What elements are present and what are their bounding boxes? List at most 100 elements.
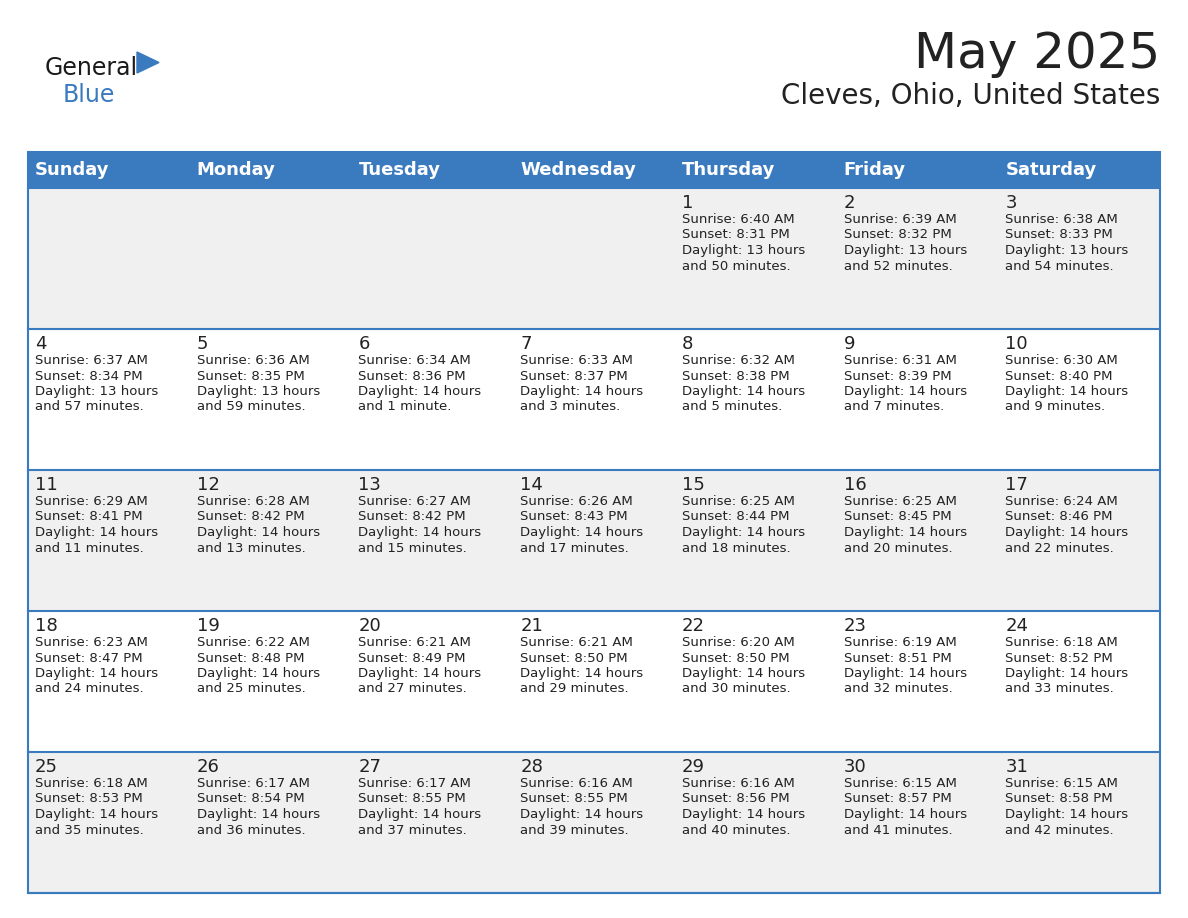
Text: 25: 25 [34, 758, 58, 776]
Text: 1: 1 [682, 194, 694, 212]
Text: Sunrise: 6:38 AM: Sunrise: 6:38 AM [1005, 213, 1118, 226]
Text: Sunrise: 6:37 AM: Sunrise: 6:37 AM [34, 354, 147, 367]
Bar [29, 152, 1159, 893]
Text: and 5 minutes.: and 5 minutes. [682, 400, 782, 413]
Text: and 54 minutes.: and 54 minutes. [1005, 260, 1114, 273]
Text: Sunset: 8:39 PM: Sunset: 8:39 PM [843, 370, 952, 383]
Text: Sunset: 8:42 PM: Sunset: 8:42 PM [359, 510, 466, 523]
Text: Daylight: 14 hours: Daylight: 14 hours [34, 526, 158, 539]
Text: 15: 15 [682, 476, 704, 494]
Text: and 24 minutes.: and 24 minutes. [34, 682, 144, 696]
Bar [29, 329, 1159, 470]
Text: Sunday: Sunday [34, 161, 109, 179]
Text: Sunset: 8:44 PM: Sunset: 8:44 PM [682, 510, 789, 523]
Text: and 27 minutes.: and 27 minutes. [359, 682, 467, 696]
Text: Sunrise: 6:21 AM: Sunrise: 6:21 AM [359, 636, 472, 649]
Text: and 7 minutes.: and 7 minutes. [843, 400, 943, 413]
Text: Sunrise: 6:26 AM: Sunrise: 6:26 AM [520, 495, 633, 508]
Text: and 22 minutes.: and 22 minutes. [1005, 542, 1114, 554]
Text: 7: 7 [520, 335, 532, 353]
Text: Sunset: 8:47 PM: Sunset: 8:47 PM [34, 652, 143, 665]
Text: Daylight: 14 hours: Daylight: 14 hours [197, 667, 320, 680]
Text: 29: 29 [682, 758, 704, 776]
Text: General: General [45, 56, 138, 80]
Text: 31: 31 [1005, 758, 1028, 776]
Bar [29, 752, 1159, 893]
Text: and 29 minutes.: and 29 minutes. [520, 682, 628, 696]
Text: and 18 minutes.: and 18 minutes. [682, 542, 790, 554]
Text: 28: 28 [520, 758, 543, 776]
Text: Sunset: 8:57 PM: Sunset: 8:57 PM [843, 792, 952, 805]
Text: Daylight: 14 hours: Daylight: 14 hours [197, 808, 320, 821]
Text: Sunset: 8:54 PM: Sunset: 8:54 PM [197, 792, 304, 805]
Text: Daylight: 14 hours: Daylight: 14 hours [1005, 667, 1129, 680]
Text: Monday: Monday [197, 161, 276, 179]
Text: Sunset: 8:48 PM: Sunset: 8:48 PM [197, 652, 304, 665]
Text: Sunrise: 6:40 AM: Sunrise: 6:40 AM [682, 213, 795, 226]
Text: Daylight: 14 hours: Daylight: 14 hours [520, 526, 643, 539]
Text: Daylight: 14 hours: Daylight: 14 hours [682, 808, 805, 821]
Text: Daylight: 14 hours: Daylight: 14 hours [520, 808, 643, 821]
Text: Sunrise: 6:34 AM: Sunrise: 6:34 AM [359, 354, 472, 367]
Text: Daylight: 13 hours: Daylight: 13 hours [197, 385, 320, 398]
Text: Daylight: 14 hours: Daylight: 14 hours [1005, 808, 1129, 821]
Text: and 32 minutes.: and 32 minutes. [843, 682, 953, 696]
Text: Saturday: Saturday [1005, 161, 1097, 179]
Text: 12: 12 [197, 476, 220, 494]
Text: 27: 27 [359, 758, 381, 776]
Text: Sunrise: 6:24 AM: Sunrise: 6:24 AM [1005, 495, 1118, 508]
Text: 3: 3 [1005, 194, 1017, 212]
Text: 20: 20 [359, 617, 381, 635]
Text: Sunrise: 6:20 AM: Sunrise: 6:20 AM [682, 636, 795, 649]
Text: Sunrise: 6:23 AM: Sunrise: 6:23 AM [34, 636, 147, 649]
Text: Daylight: 14 hours: Daylight: 14 hours [359, 385, 481, 398]
Text: 6: 6 [359, 335, 369, 353]
Text: 9: 9 [843, 335, 855, 353]
Text: Sunrise: 6:16 AM: Sunrise: 6:16 AM [682, 777, 795, 790]
Text: Sunrise: 6:18 AM: Sunrise: 6:18 AM [34, 777, 147, 790]
Text: Sunrise: 6:36 AM: Sunrise: 6:36 AM [197, 354, 309, 367]
Text: Daylight: 13 hours: Daylight: 13 hours [682, 244, 805, 257]
Text: Sunset: 8:36 PM: Sunset: 8:36 PM [359, 370, 466, 383]
Text: Wednesday: Wednesday [520, 161, 636, 179]
Polygon shape [137, 52, 159, 73]
Text: and 11 minutes.: and 11 minutes. [34, 542, 144, 554]
Text: Sunrise: 6:29 AM: Sunrise: 6:29 AM [34, 495, 147, 508]
Text: Sunset: 8:40 PM: Sunset: 8:40 PM [1005, 370, 1113, 383]
Text: 4: 4 [34, 335, 46, 353]
Text: 16: 16 [843, 476, 866, 494]
Text: and 36 minutes.: and 36 minutes. [197, 823, 305, 836]
Text: Sunrise: 6:17 AM: Sunrise: 6:17 AM [197, 777, 310, 790]
Text: Daylight: 14 hours: Daylight: 14 hours [843, 526, 967, 539]
Text: Sunset: 8:42 PM: Sunset: 8:42 PM [197, 510, 304, 523]
Text: 30: 30 [843, 758, 866, 776]
Text: and 25 minutes.: and 25 minutes. [197, 682, 305, 696]
Text: Sunset: 8:49 PM: Sunset: 8:49 PM [359, 652, 466, 665]
Text: Sunset: 8:38 PM: Sunset: 8:38 PM [682, 370, 790, 383]
Text: Daylight: 14 hours: Daylight: 14 hours [359, 526, 481, 539]
Text: Daylight: 14 hours: Daylight: 14 hours [682, 667, 805, 680]
Text: Sunset: 8:31 PM: Sunset: 8:31 PM [682, 229, 790, 241]
Text: Sunrise: 6:39 AM: Sunrise: 6:39 AM [843, 213, 956, 226]
Text: 14: 14 [520, 476, 543, 494]
Text: Sunset: 8:52 PM: Sunset: 8:52 PM [1005, 652, 1113, 665]
Text: Thursday: Thursday [682, 161, 776, 179]
Text: and 52 minutes.: and 52 minutes. [843, 260, 953, 273]
Text: Sunrise: 6:27 AM: Sunrise: 6:27 AM [359, 495, 472, 508]
Text: Sunset: 8:33 PM: Sunset: 8:33 PM [1005, 229, 1113, 241]
Text: 18: 18 [34, 617, 58, 635]
Text: Sunrise: 6:25 AM: Sunrise: 6:25 AM [682, 495, 795, 508]
Text: Sunset: 8:58 PM: Sunset: 8:58 PM [1005, 792, 1113, 805]
Text: Sunrise: 6:16 AM: Sunrise: 6:16 AM [520, 777, 633, 790]
Text: Tuesday: Tuesday [359, 161, 441, 179]
Text: 8: 8 [682, 335, 694, 353]
Text: and 50 minutes.: and 50 minutes. [682, 260, 790, 273]
Text: Daylight: 14 hours: Daylight: 14 hours [682, 526, 805, 539]
Text: Sunset: 8:53 PM: Sunset: 8:53 PM [34, 792, 143, 805]
Text: 2: 2 [843, 194, 855, 212]
Text: and 41 minutes.: and 41 minutes. [843, 823, 953, 836]
Text: Daylight: 14 hours: Daylight: 14 hours [843, 385, 967, 398]
Text: Daylight: 14 hours: Daylight: 14 hours [197, 526, 320, 539]
Text: and 30 minutes.: and 30 minutes. [682, 682, 790, 696]
Text: Sunrise: 6:32 AM: Sunrise: 6:32 AM [682, 354, 795, 367]
